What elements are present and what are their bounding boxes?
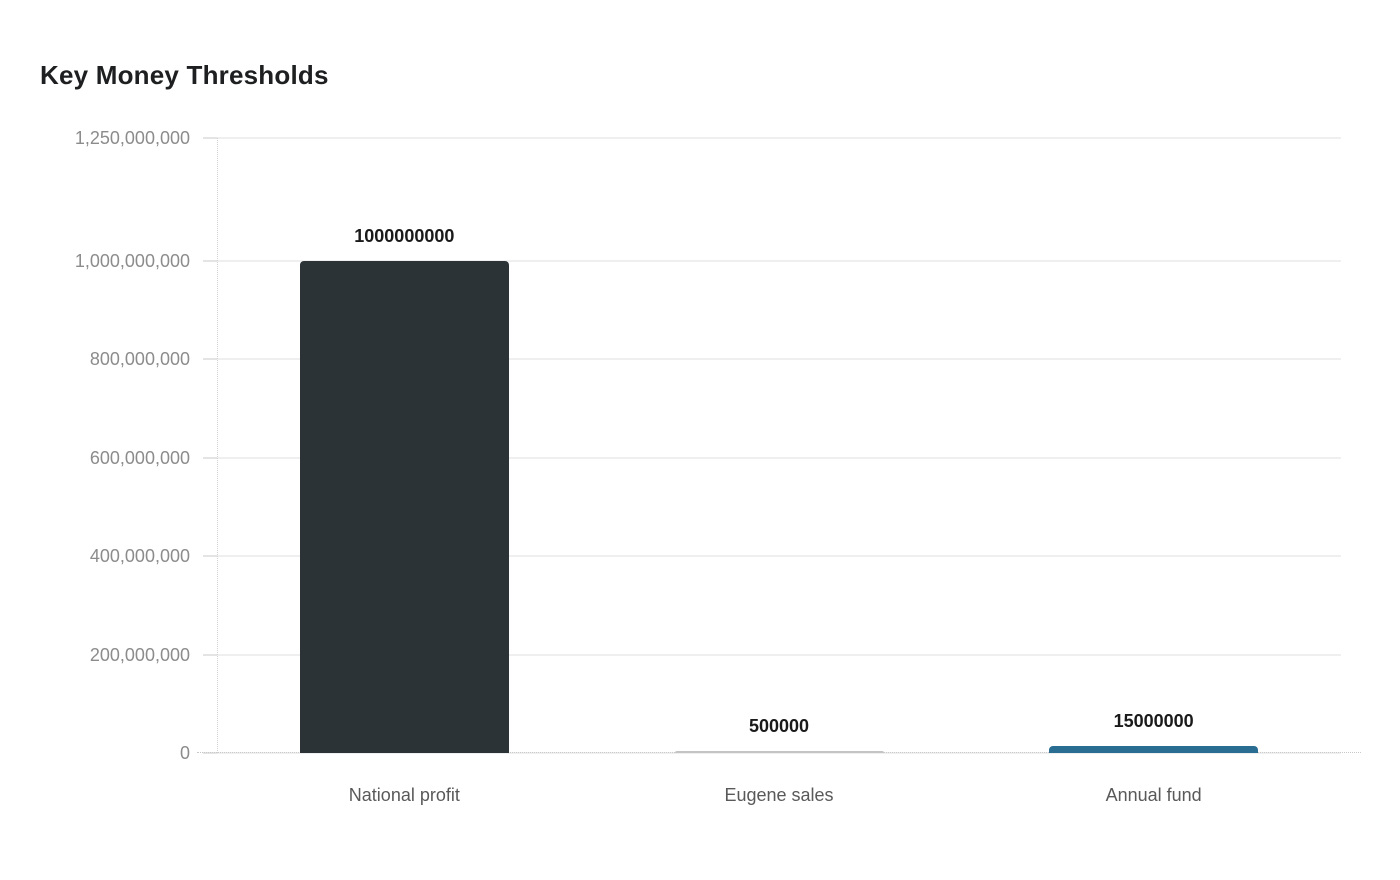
y-tick-label: 200,000,000 — [89, 644, 190, 665]
bar-value-label: 1000000000 — [354, 226, 455, 246]
bar-eugene-sales[interactable] — [674, 751, 884, 753]
bar-national-profit[interactable] — [299, 261, 509, 753]
plot-area: 0 200,000,000 400,000,000 600,000,000 800,00… — [75, 128, 1361, 805]
category-label-annual-fund: Annual fund — [1105, 785, 1202, 805]
y-tick-label: 1,250,000,000 — [74, 128, 190, 148]
y-axis-line — [217, 138, 218, 753]
y-gridline — [217, 358, 1341, 361]
category-label-national-profit: National profit — [348, 785, 460, 805]
bar-value-label: 15000000 — [1113, 710, 1194, 731]
y-tick-label: 0 — [179, 743, 190, 763]
y-tick-label: 600,000,000 — [89, 447, 190, 468]
y-gridline — [217, 456, 1341, 459]
y-gridline — [217, 137, 1341, 139]
y-tick-label: 400,000,000 — [89, 546, 190, 567]
y-gridline — [217, 260, 1341, 262]
y-tick-mark — [203, 260, 217, 262]
y-tick-mark — [203, 358, 217, 361]
chart-title: Key Money Thresholds — [40, 60, 329, 90]
y-gridline — [217, 653, 1341, 656]
y-tick-label: 800,000,000 — [89, 349, 190, 370]
bar-annual-fund[interactable] — [1049, 745, 1259, 753]
y-tick-mark — [203, 456, 217, 459]
bar-value-label: 500000 — [748, 716, 810, 736]
y-tick-mark — [203, 137, 217, 139]
y-tick-mark — [203, 555, 217, 558]
y-tick-mark — [203, 653, 217, 656]
y-tick-label: 1,000,000,000 — [74, 251, 190, 271]
y-tick-mark — [203, 752, 217, 754]
y-gridline — [217, 555, 1341, 558]
category-label-eugene-sales: Eugene sales — [724, 785, 834, 805]
y-gridline — [217, 752, 1341, 754]
